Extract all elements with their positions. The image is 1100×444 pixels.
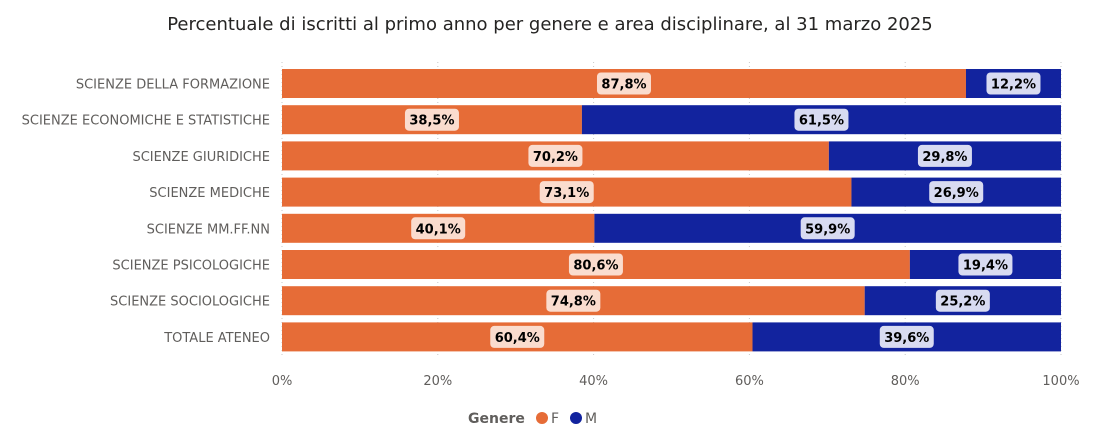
data-label-background — [528, 144, 583, 167]
data-label-background — [794, 108, 849, 131]
data-label: 60,4% — [495, 331, 540, 346]
data-label: 12,2% — [991, 78, 1036, 93]
legend-title: Genere — [468, 411, 525, 427]
data-label: 19,4% — [963, 259, 1008, 274]
data-label: 73,1% — [544, 186, 589, 201]
data-label: 70,2% — [533, 150, 578, 165]
data-label-background — [490, 325, 545, 348]
data-label-background — [546, 289, 601, 312]
data-label: 26,9% — [934, 186, 979, 201]
chart-title: Percentuale di iscritti al primo anno pe… — [167, 14, 933, 35]
data-label: 38,5% — [409, 114, 454, 129]
data-label: 61,5% — [799, 114, 844, 129]
x-tick-label: 100% — [1042, 374, 1079, 389]
data-label-background — [935, 289, 990, 312]
data-label-background — [404, 108, 459, 131]
category-label: TOTALE ATENEO — [163, 331, 270, 346]
category-label: SCIENZE PSICOLOGICHE — [112, 259, 270, 274]
data-label: 87,8% — [601, 78, 646, 93]
data-label: 25,2% — [940, 295, 985, 310]
category-label: SCIENZE MM.FF.NN — [147, 222, 270, 237]
data-label-background — [929, 181, 984, 204]
legend-marker-f — [536, 412, 548, 424]
x-tick-label: 20% — [423, 374, 452, 389]
data-label: 39,6% — [884, 331, 929, 346]
data-label: 29,8% — [922, 150, 967, 165]
legend-marker-m — [570, 412, 582, 424]
data-label-background — [986, 72, 1041, 95]
x-tick-label: 0% — [272, 374, 293, 389]
data-label-background — [958, 253, 1013, 276]
data-label-background — [411, 217, 466, 240]
legend-label-f: F — [551, 411, 559, 427]
data-label-background — [539, 181, 594, 204]
data-label-background — [596, 72, 651, 95]
category-label: SCIENZE GIURIDICHE — [132, 150, 270, 165]
data-label-background — [800, 217, 855, 240]
category-label: SCIENZE DELLA FORMAZIONE — [76, 78, 270, 93]
data-label: 74,8% — [551, 295, 596, 310]
data-label-background — [568, 253, 623, 276]
data-label: 40,1% — [416, 222, 461, 237]
category-label: SCIENZE ECONOMICHE E STATISTICHE — [22, 114, 270, 129]
data-label-background — [917, 144, 972, 167]
category-label: SCIENZE MEDICHE — [149, 186, 270, 201]
x-tick-label: 80% — [891, 374, 920, 389]
category-label: SCIENZE SOCIOLOGICHE — [110, 295, 270, 310]
x-tick-label: 60% — [735, 374, 764, 389]
data-label: 80,6% — [573, 259, 618, 274]
x-tick-label: 40% — [579, 374, 608, 389]
legend-label-m: M — [585, 411, 597, 427]
data-label-background — [879, 325, 934, 348]
data-label: 59,9% — [805, 222, 850, 237]
